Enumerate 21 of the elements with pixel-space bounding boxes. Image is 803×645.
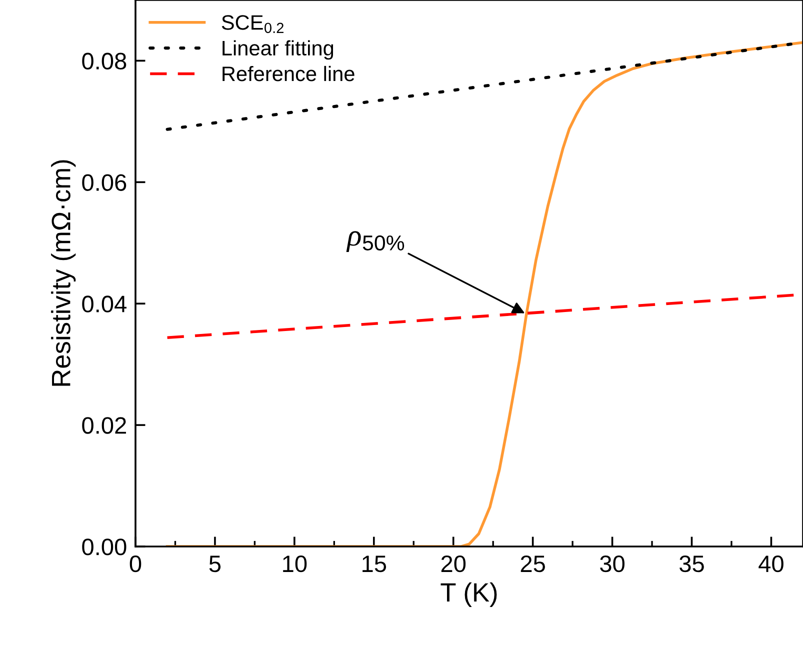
line-series <box>166 41 803 546</box>
y-tick-label: 0.04 <box>82 296 126 312</box>
x-tick-label: 5 <box>209 556 221 572</box>
legend-label: SCE$_{0.2}$ <box>222 15 284 34</box>
x-tick-label: 25 <box>520 555 545 572</box>
x-axis-title: T (K) <box>440 582 497 607</box>
y-tick-label: 0.08 <box>82 52 126 70</box>
x-tick-label: 30 <box>600 555 624 572</box>
x-tick-label: 10 <box>283 555 307 572</box>
legend-label: Reference line <box>222 66 354 82</box>
y-axis-title: Resistivity (mΩ·cm) <box>51 160 76 386</box>
annotation: ρ$_{50%}$ <box>346 231 404 252</box>
x-tick-label: 35 <box>680 555 704 572</box>
x-tick-label: 0 <box>130 555 142 572</box>
x-tick-label: 15 <box>362 556 386 572</box>
x-tick-label: 20 <box>441 555 466 572</box>
y-tick-label: 0.00 <box>82 538 126 556</box>
y-tick-label: 0.06 <box>82 174 126 191</box>
y-tick-label: 0.02 <box>82 417 126 434</box>
x-tick-label: 40 <box>758 555 784 572</box>
legend-label: Linear fitting <box>222 40 334 60</box>
